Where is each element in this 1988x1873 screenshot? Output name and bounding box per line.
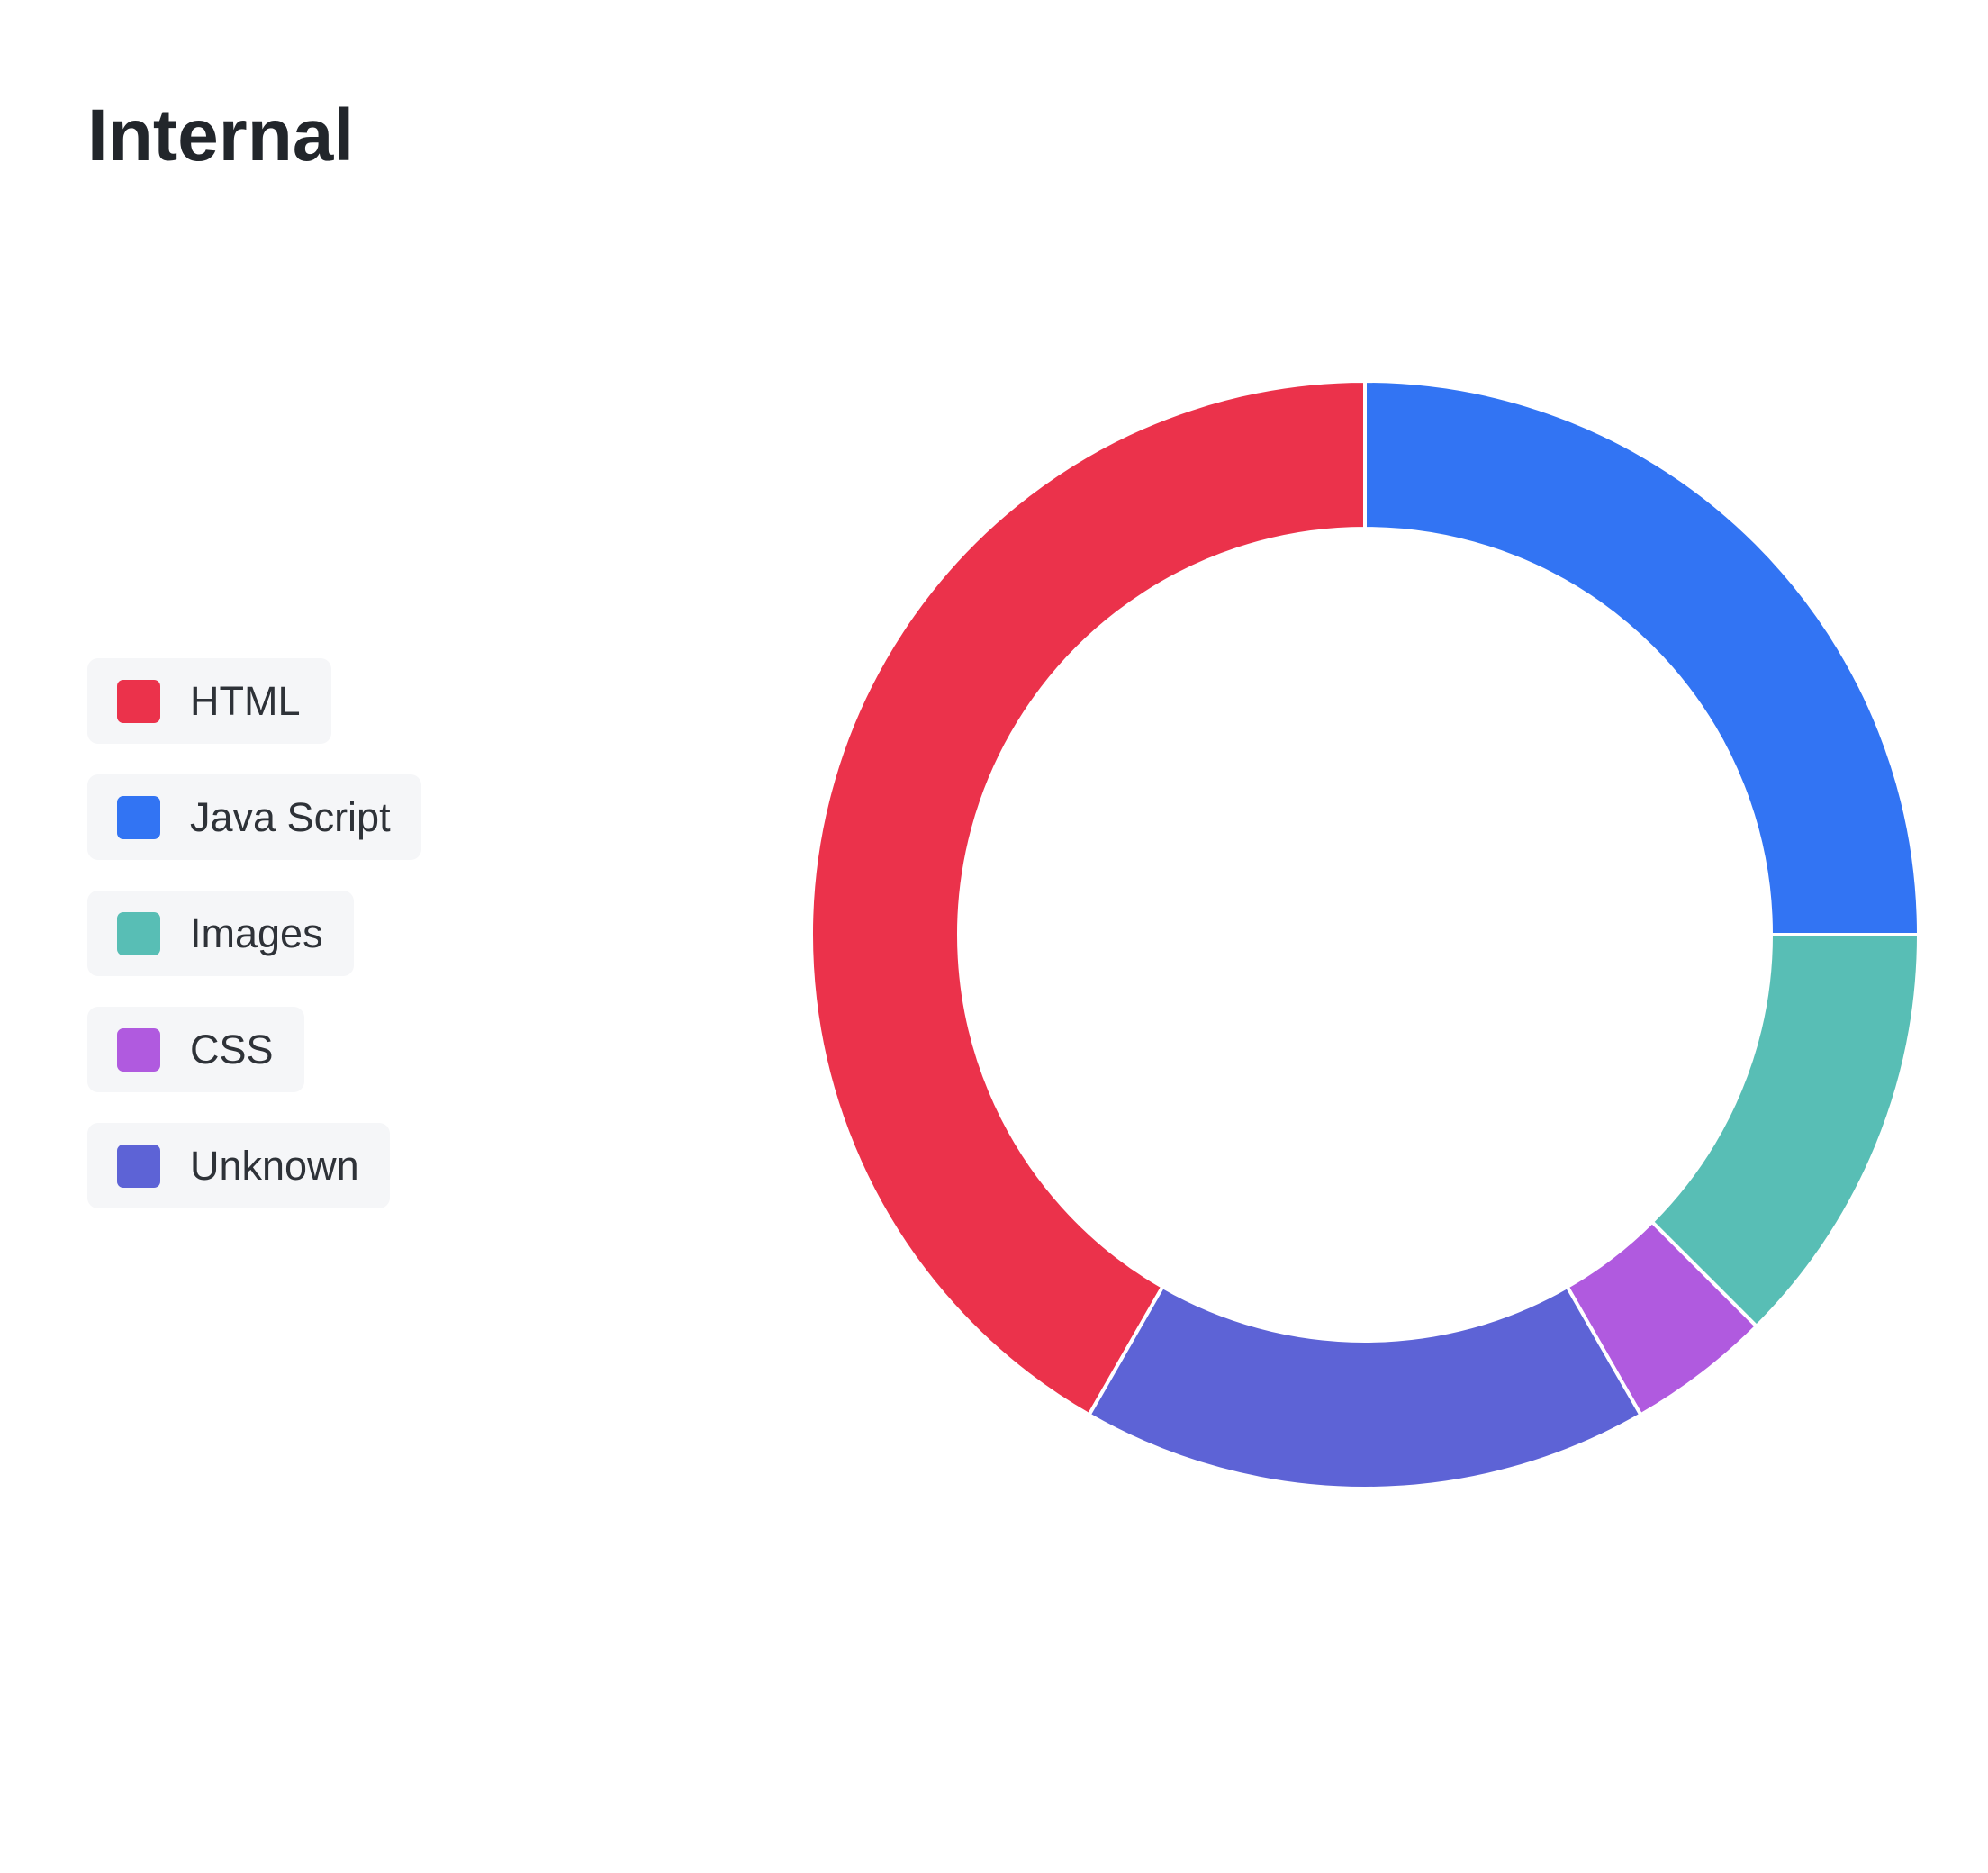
chart-title: Internal (87, 95, 355, 176)
legend-item: CSS (87, 1007, 304, 1092)
legend-label: Unknown (190, 1142, 359, 1189)
donut-segment (1086, 1284, 1644, 1490)
legend-label: Java Script (190, 793, 391, 840)
legend-swatch (117, 1027, 160, 1072)
legend-swatch (117, 1144, 160, 1188)
legend-label: HTML (190, 677, 301, 724)
legend-label: CSS (190, 1026, 274, 1072)
legend: HTML Java Script Images CSS Unknown (87, 658, 421, 1239)
legend-item: HTML (87, 658, 331, 744)
donut-segment (1363, 378, 1921, 936)
legend-item: Java Script (87, 774, 421, 860)
donut-segment (809, 378, 1367, 1417)
legend-swatch (117, 795, 160, 839)
legend-item: Unknown (87, 1123, 390, 1208)
legend-swatch (117, 911, 160, 955)
legend-label: Images (190, 909, 323, 956)
legend-item: Images (87, 891, 354, 976)
legend-swatch (117, 679, 160, 723)
